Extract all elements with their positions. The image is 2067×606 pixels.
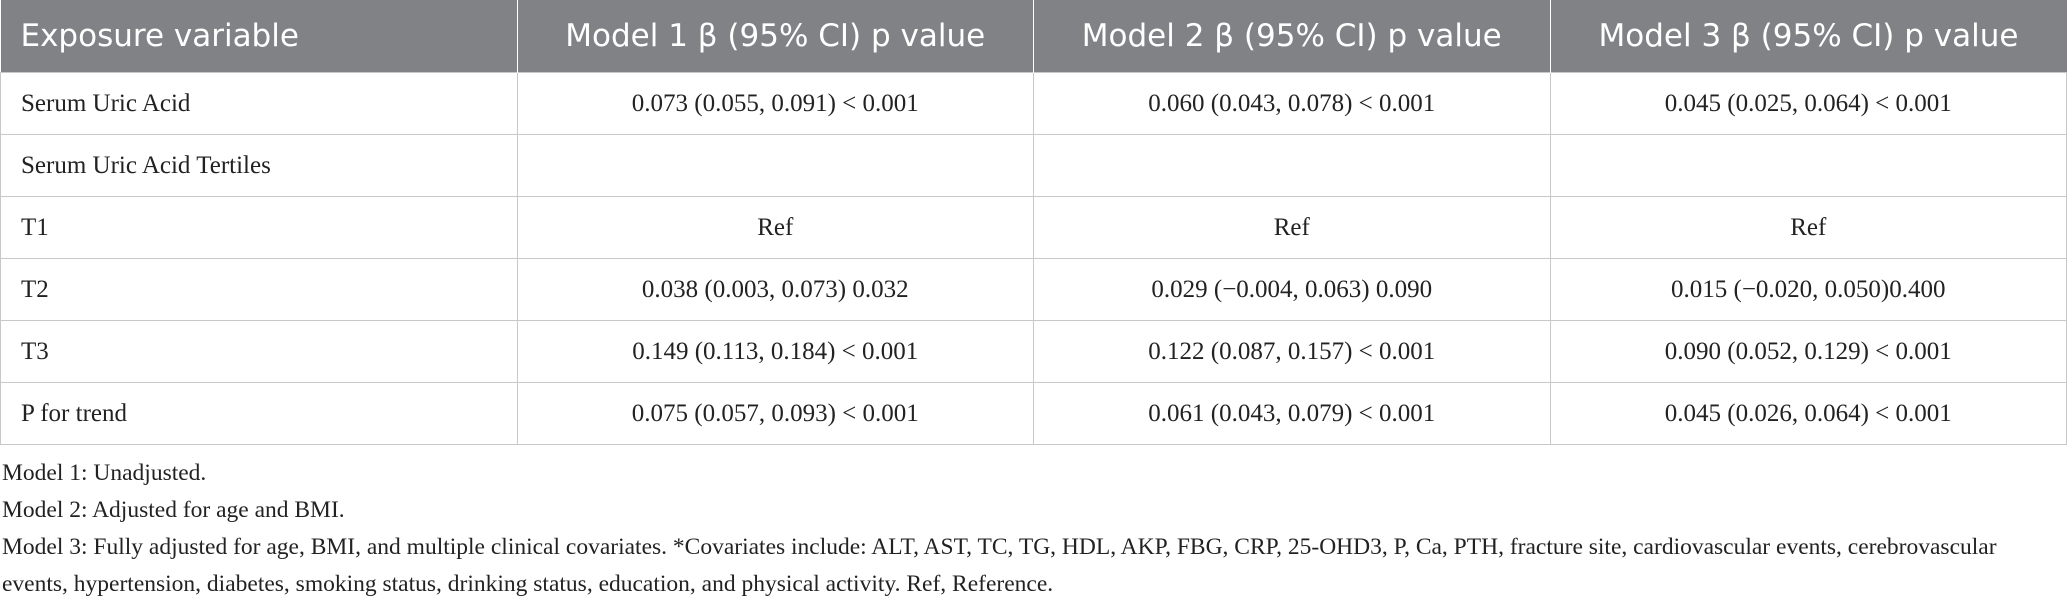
cell: 0.060 (0.043, 0.078) < 0.001: [1033, 72, 1551, 135]
cell: 0.075 (0.057, 0.093) < 0.001: [516, 382, 1034, 445]
footnotes: Model 1: Unadjusted. Model 2: Adjusted fo…: [0, 445, 2054, 603]
cell: 0.061 (0.043, 0.079) < 0.001: [1033, 382, 1551, 445]
table-row: Serum Uric Acid 0.073 (0.055, 0.091) < 0.…: [0, 72, 2067, 135]
table-row: Serum Uric Acid Tertiles: [0, 134, 2067, 197]
cell: Ref: [516, 196, 1034, 259]
footnote: Model 1: Unadjusted.: [2, 460, 207, 486]
cell: 0.045 (0.026, 0.064) < 0.001: [1549, 382, 2067, 445]
footnote: Model 3: Fully adjusted for age, BMI, an…: [2, 534, 1997, 597]
cell: 0.090 (0.052, 0.129) < 0.001: [1549, 320, 2067, 383]
table-body: Serum Uric Acid 0.073 (0.055, 0.091) < 0.…: [0, 72, 2067, 445]
table-row: T3 0.149 (0.113, 0.184) < 0.001 0.122 (0.0…: [0, 320, 2067, 383]
cell: 0.122 (0.087, 0.157) < 0.001: [1033, 320, 1551, 383]
cell: 0.038 (0.003, 0.073) 0.032: [516, 258, 1034, 321]
table-row: P for trend 0.075 (0.057, 0.093) < 0.001 0…: [0, 382, 2067, 445]
cell: 0.149 (0.113, 0.184) < 0.001: [516, 320, 1034, 383]
row-label: T1: [0, 196, 518, 259]
row-label: T3: [0, 320, 518, 383]
cell: 0.029 (−0.004, 0.063) 0.090: [1033, 258, 1551, 321]
cell: 0.045 (0.025, 0.064) < 0.001: [1549, 72, 2067, 135]
empty-cell: [1033, 134, 1551, 197]
row-label: P for trend: [0, 382, 518, 445]
header-cell: Model 2 β (95% CI) p value: [1033, 0, 1550, 73]
row-label: Serum Uric Acid Tertiles: [0, 134, 518, 197]
empty-cell: [516, 134, 1034, 197]
cell: Ref: [1549, 196, 2067, 259]
header-row: Exposure variable Model 1 β (95% CI) p va…: [0, 0, 2067, 73]
header-cell: Model 3 β (95% CI) p value: [1549, 0, 2067, 73]
header-cell: Model 1 β (95% CI) p value: [516, 0, 1034, 73]
header-cell: Exposure variable: [0, 0, 517, 73]
cell: 0.073 (0.055, 0.091) < 0.001: [516, 72, 1034, 135]
footnote: Model 2: Adjusted for age and BMI.: [2, 497, 345, 523]
empty-cell: [1549, 134, 2067, 197]
table-row: T1 Ref Ref Ref: [0, 196, 2067, 259]
results-table: Exposure variable Model 1 β (95% CI) p va…: [0, 0, 2067, 445]
row-label: Serum Uric Acid: [0, 72, 518, 135]
table-row: T2 0.038 (0.003, 0.073) 0.032 0.029 (−0.00…: [0, 258, 2067, 321]
cell: 0.015 (−0.020, 0.050)0.400: [1549, 258, 2067, 321]
row-label: T2: [0, 258, 518, 321]
cell: Ref: [1033, 196, 1551, 259]
